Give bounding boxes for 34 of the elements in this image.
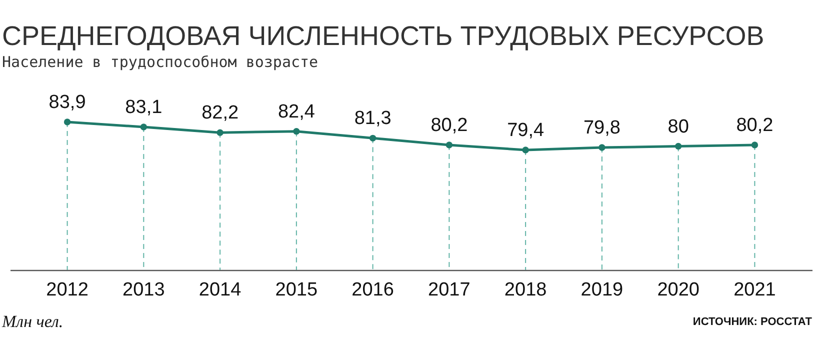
text: ИСТОЧНИК: РОССТАТ (692, 316, 812, 328)
data-label: 81,3 (354, 108, 392, 130)
x-tick-label: 2019 (580, 280, 624, 300)
chart-title: СРЕДНЕГОДОВАЯ ЧИСЛЕННОСТЬ ТРУДОВЫХ РЕСУРСОВ (2, 21, 764, 51)
data-label: 83,9 (48, 92, 86, 113)
chart-subtitle: Население в трудоспособном возрасте (2, 53, 318, 71)
x-tick-label: 2015 (275, 280, 318, 300)
x-tick-label: 2021 (734, 280, 776, 300)
point (140, 124, 148, 130)
x-tick-label: 2012 (46, 280, 88, 300)
data-label: 79,8 (583, 118, 620, 139)
data-label: 80,2 (736, 115, 774, 136)
point (216, 129, 224, 136)
data-label: 80,2 (430, 115, 468, 136)
point (293, 128, 300, 135)
x-tick-label: 2014 (198, 280, 242, 300)
point (369, 134, 376, 142)
x-tick-label: 2013 (122, 280, 165, 300)
data-label: 83,1 (125, 96, 162, 118)
data-label: 80 (668, 116, 689, 138)
data-label: 82,2 (202, 102, 239, 124)
data-label: 82,4 (278, 101, 316, 122)
x-tick-label: 2016 (352, 280, 394, 300)
point (751, 142, 758, 148)
point (598, 144, 606, 151)
x-tick-label: 2018 (504, 280, 547, 300)
point (446, 142, 453, 148)
data-label: 79,4 (507, 120, 544, 141)
x-tick-label: 2020 (657, 280, 700, 300)
point (522, 146, 529, 154)
text: Млн чел. (1, 312, 64, 331)
point (674, 142, 682, 150)
x-tick-label: 2017 (428, 280, 470, 300)
point (64, 118, 71, 126)
